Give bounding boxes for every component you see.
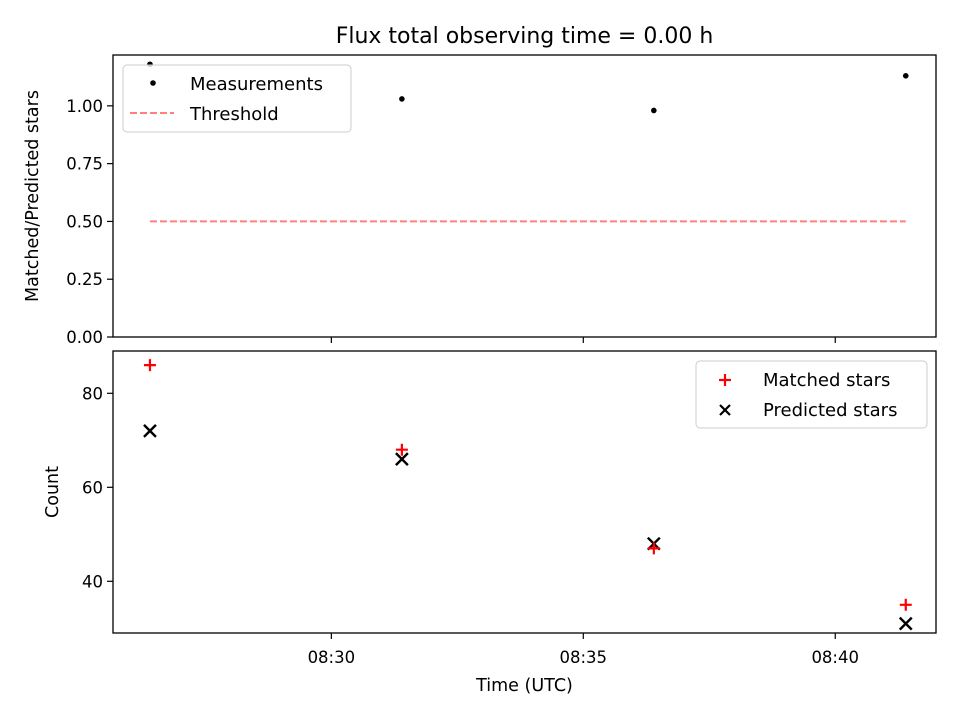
y-tick-label: 40 <box>82 572 103 591</box>
top-axes-frame <box>112 54 937 338</box>
matched-star-point <box>143 359 156 372</box>
measurement-point <box>902 73 909 79</box>
measurement-point <box>651 107 657 114</box>
legend-predicted-marker <box>719 404 731 416</box>
bottom-y-axis-label: Count <box>43 466 63 518</box>
top-y-ticks: 0.00 0.25 0.50 0.75 1.00 <box>66 97 113 347</box>
bottom-y-ticks: 40 60 80 <box>82 384 113 591</box>
x-tick-label: 08:40 <box>811 648 859 667</box>
predicted-star-point <box>143 424 157 438</box>
predicted-star-point <box>898 616 913 631</box>
top-legend: Measurements Threshold <box>122 64 352 133</box>
measurement-point <box>399 96 405 102</box>
x-tick-label: 08:35 <box>560 648 608 667</box>
matched-star-point <box>395 443 408 456</box>
x-axis-label: Time (UTC) <box>475 676 573 696</box>
predicted-star-point <box>395 452 409 466</box>
y-tick-label: 0.00 <box>66 328 103 347</box>
y-tick-label: 0.25 <box>66 270 103 289</box>
matched-star-point <box>899 598 912 611</box>
legend-matched-marker <box>719 374 731 386</box>
matched-star-point <box>647 542 660 555</box>
y-tick-label: 60 <box>82 478 103 497</box>
y-tick-label: 1.00 <box>66 97 103 116</box>
x-tick-label: 08:30 <box>308 648 356 667</box>
chart-title: Flux total observing time = 0.00 h <box>336 24 714 49</box>
y-tick-label: 0.50 <box>66 212 103 231</box>
bottom-marks <box>143 359 913 631</box>
bottom-x-ticks: 08:30 08:35 08:40 <box>308 633 859 667</box>
legend-measurements-label: Measurements <box>190 74 323 95</box>
bottom-axes-frame <box>112 350 937 634</box>
legend-threshold-label: Threshold <box>189 104 279 125</box>
top-legend-box <box>122 64 352 133</box>
top-x-ticks <box>330 337 836 343</box>
legend-predicted-label: Predicted stars <box>763 400 897 421</box>
top-marks <box>147 61 909 223</box>
legend-matched-label: Matched stars <box>763 370 890 391</box>
top-panel: 0.00 0.25 0.50 0.75 1.00 Matched/Predicted s… <box>23 54 937 347</box>
y-tick-label: 80 <box>82 384 103 403</box>
y-tick-label: 0.75 <box>66 155 103 174</box>
top-y-axis-label: Matched/Predicted stars <box>23 90 43 302</box>
legend-measurements-marker <box>150 80 156 86</box>
bottom-legend: Matched stars Predicted stars <box>695 360 928 429</box>
bottom-legend-box <box>695 360 928 429</box>
